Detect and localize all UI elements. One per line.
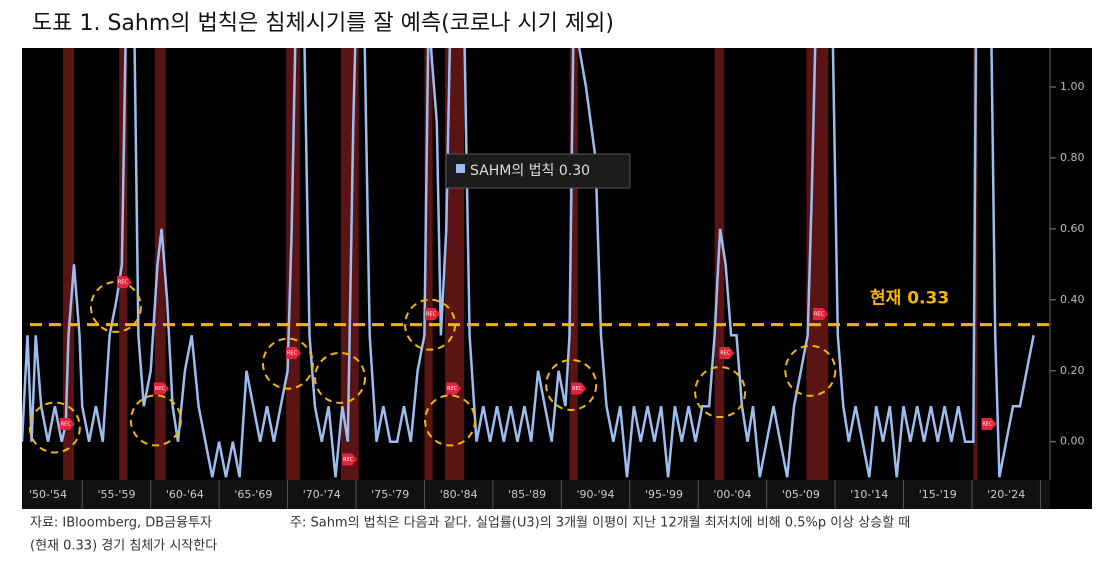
rec-marker: [59, 417, 75, 430]
highlight-circle: [424, 394, 477, 447]
plot-background: [22, 48, 1092, 509]
rec-label: REC: [720, 351, 731, 357]
x-tick-label: '15-'19: [919, 488, 957, 501]
x-tick-label: '55-'59: [97, 488, 135, 501]
y-tick-label: 1.00: [1060, 80, 1085, 93]
x-tick-label: '70-'74: [303, 488, 341, 501]
rec-marker: [813, 308, 829, 321]
rec-marker: [425, 308, 441, 321]
recession-band: [154, 48, 166, 480]
legend-swatch: [456, 164, 465, 173]
x-tick-label: '05-'09: [782, 488, 820, 501]
highlight-circle: [28, 401, 81, 454]
rec-label: REC: [118, 280, 129, 286]
highlight-circle: [261, 337, 314, 390]
x-tick-label: '95-'99: [645, 488, 683, 501]
y-tick-label: 0.80: [1060, 151, 1085, 164]
highlight-circle: [313, 351, 366, 404]
highlight-circle: [404, 298, 457, 351]
rec-label: REC: [982, 421, 993, 427]
y-tick-label: 0.40: [1060, 293, 1085, 306]
x-tick-label: '80-'84: [440, 488, 478, 501]
threshold-label: 현재 0.33: [870, 289, 949, 309]
legend-box: [445, 153, 631, 189]
y-tick-label: 0.00: [1060, 435, 1085, 448]
rec-marker: [981, 417, 997, 430]
rec-label: REC: [155, 386, 166, 392]
rec-label: REC: [447, 386, 458, 392]
recession-band: [424, 48, 433, 480]
rec-marker: [571, 382, 587, 395]
x-tick-label: '50-'54: [29, 488, 67, 501]
note: (현재 0.33) 경기 침체가 시작한다: [30, 539, 217, 554]
x-axis-strip: [22, 480, 1050, 509]
legend-label: SAHM의 법칙 0.30: [470, 163, 590, 179]
x-tick-label: '10-'14: [850, 488, 888, 501]
rec-label: REC: [343, 457, 354, 463]
x-tick-label: '85-'89: [508, 488, 546, 501]
recession-band: [119, 48, 128, 480]
rec-label: REC: [287, 351, 298, 357]
rec-label: REC: [572, 386, 583, 392]
plot-area: [22, 48, 1035, 480]
rec-label: REC: [61, 421, 72, 427]
rec-label: REC: [814, 312, 825, 318]
highlight-circle: [694, 366, 747, 419]
rec-marker: [286, 347, 302, 360]
recession-band: [63, 48, 75, 480]
x-tick-label: '60-'64: [166, 488, 204, 501]
highlight-circle: [545, 358, 598, 411]
highlight-circle: [129, 394, 182, 447]
x-tick-label: '20-'24: [987, 488, 1025, 501]
source: 자료: IBloomberg, DB금융투자: [30, 516, 212, 531]
rec-label: REC: [426, 312, 437, 318]
x-tick-label: '75-'79: [371, 488, 409, 501]
highlight-circle: [89, 280, 142, 333]
x-tick-label: '00-'04: [713, 488, 751, 501]
y-tick-label: 0.20: [1060, 364, 1085, 377]
rec-marker: [719, 347, 735, 360]
note: 주: Sahm의 법칙은 다음과 같다. 실업률(U3)의 3개월 이평이 지난…: [290, 516, 910, 531]
recession-band: [286, 48, 300, 480]
rec-marker: [342, 453, 358, 466]
line: [22, 48, 1035, 478]
rec-marker: [153, 382, 169, 395]
rec-marker: [116, 276, 132, 289]
chart-title: 도표 1. Sahm의 법칙은 침체시기를 잘 예측(코로나 시기 제외): [32, 11, 614, 36]
rec-marker: [446, 382, 462, 395]
recession-band: [569, 48, 578, 480]
y-tick-label: 0.60: [1060, 222, 1085, 235]
x-tick-label: '90-'94: [577, 488, 615, 501]
highlight-circle: [784, 344, 837, 397]
x-tick-label: '65-'69: [234, 488, 272, 501]
